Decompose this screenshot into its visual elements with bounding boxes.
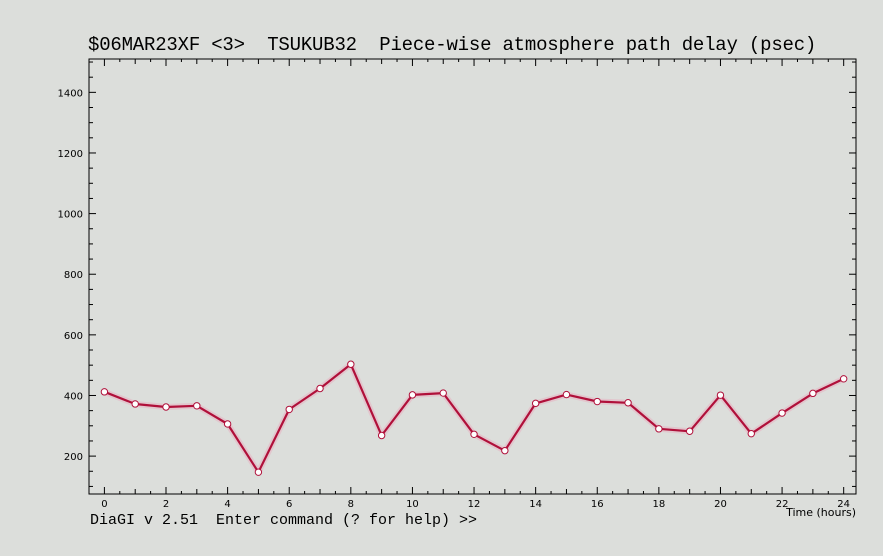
data-point[interactable] <box>408 391 417 399</box>
data-point[interactable] <box>655 425 663 433</box>
y-tick-label: 1200 <box>58 149 83 160</box>
data-point[interactable] <box>254 468 263 476</box>
x-tick-label: 18 <box>652 499 665 510</box>
x-tick-label: 4 <box>224 499 230 510</box>
x-tick-label: 12 <box>468 499 481 510</box>
x-tick-label: 10 <box>406 499 419 510</box>
x-axis: 0 2 4 6 8 10 12 14 16 18 20 22 24 <box>101 59 850 510</box>
data-point[interactable] <box>162 403 170 411</box>
command-prompt[interactable]: DiaGI v 2.51 Enter command (? for help) … <box>90 512 478 529</box>
data-point[interactable] <box>223 420 232 428</box>
data-point[interactable] <box>624 399 632 407</box>
series-error-band <box>103 361 845 476</box>
series-layer <box>100 360 848 476</box>
data-point[interactable] <box>839 375 848 383</box>
x-tick-label: 0 <box>101 499 107 510</box>
data-point[interactable] <box>501 446 509 455</box>
x-tick-label: 24 <box>837 499 850 510</box>
x-tick-label: 8 <box>348 499 354 510</box>
plot-title: $06MAR23XF <3> TSUKUB32 Piece-wise atmos… <box>88 34 817 56</box>
data-point[interactable] <box>470 430 478 438</box>
y-tick-label: 600 <box>64 331 83 342</box>
x-tick-label: 14 <box>529 499 542 510</box>
data-point[interactable] <box>685 427 694 435</box>
data-point[interactable] <box>439 389 447 397</box>
data-point[interactable] <box>593 397 601 406</box>
data-point[interactable] <box>285 405 293 414</box>
x-tick-label: 2 <box>163 499 169 510</box>
data-point[interactable] <box>531 399 540 408</box>
data-point[interactable] <box>131 400 139 408</box>
y-axis: 200 400 600 800 1000 1200 1400 <box>58 61 856 487</box>
data-point[interactable] <box>377 431 386 440</box>
x-axis-label: Time (hours) <box>785 506 856 519</box>
y-tick-label: 400 <box>64 391 83 402</box>
y-tick-label: 200 <box>64 452 83 463</box>
data-point[interactable] <box>809 389 817 398</box>
data-point[interactable] <box>562 390 571 399</box>
y-tick-label: 800 <box>64 270 83 281</box>
x-tick-label: 6 <box>286 499 292 510</box>
y-tick-label: 1000 <box>58 210 83 221</box>
y-tick-label: 1400 <box>58 88 83 99</box>
x-tick-label: 20 <box>714 499 727 510</box>
data-point[interactable] <box>347 360 355 368</box>
data-point[interactable] <box>778 409 786 417</box>
data-point[interactable] <box>316 384 324 393</box>
x-tick-label: 16 <box>591 499 604 510</box>
data-point[interactable] <box>193 402 201 410</box>
data-point[interactable] <box>716 391 725 399</box>
plot-frame <box>88 58 857 495</box>
data-point[interactable] <box>747 429 755 438</box>
data-point[interactable] <box>100 388 109 396</box>
x-tick-label: 22 <box>776 499 789 510</box>
